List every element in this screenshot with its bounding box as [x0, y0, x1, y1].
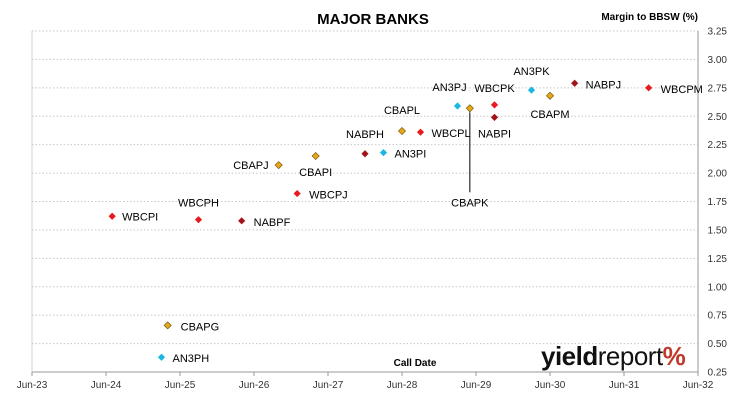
label-an3pi: AN3PI [395, 149, 427, 161]
point-an3pi [379, 149, 388, 157]
point-wbcpj [293, 189, 301, 198]
point-wbcpl [416, 128, 425, 136]
label-cbapi: CBAPI [299, 167, 332, 179]
label-nabpf: NABPF [254, 217, 291, 229]
grid-lines [32, 30, 698, 373]
point-an3ph [157, 353, 166, 361]
label-wbcpm: WBCPM [661, 84, 703, 96]
x-tick-label: Jun-27 [313, 380, 344, 391]
point-cbapj [274, 161, 283, 170]
point-an3pj [453, 102, 462, 110]
x-tick-label: Jun-28 [387, 380, 418, 391]
point-cbapi [311, 152, 320, 161]
y-tick-label: 3.25 [708, 27, 728, 38]
x-tick-label: Jun-24 [91, 380, 122, 391]
point-nabpi [490, 113, 499, 121]
plot-frame [31, 31, 699, 373]
point-cbapk [465, 104, 474, 113]
label-wbcpk: WBCPK [474, 83, 515, 95]
label-cbapl: CBAPL [384, 105, 420, 117]
y-tick-label: 2.75 [708, 83, 728, 94]
label-cbapm: CBAPM [530, 109, 569, 121]
y-tick-label: 2.50 [708, 112, 728, 123]
point-nabpf [238, 217, 246, 225]
y-tick-label: 1.75 [708, 197, 728, 208]
x-tick-label: Jun-30 [535, 380, 566, 391]
point-nabph [361, 150, 369, 158]
label-cbapg: CBAPG [181, 321, 220, 333]
x-axis-title: Call Date [394, 358, 437, 369]
y-tick-label: 2.25 [708, 140, 728, 151]
y-tick-label: 3.00 [708, 55, 728, 66]
label-cbapk: CBAPK [451, 197, 489, 209]
y-axis-ticks: 0.25 0.50 0.75 1.00 1.25 1.50 1.75 2.00 2.25 2.50… [708, 27, 728, 379]
point-wbcpm [645, 84, 653, 92]
label-nabph: NABPH [346, 129, 384, 141]
point-wbcpk [490, 101, 499, 109]
y-tick-label: 1.00 [708, 282, 728, 293]
label-nabpi: NABPI [478, 128, 511, 140]
yieldreport-logo: yieldreport% [541, 341, 686, 371]
x-tick-label: Jun-26 [239, 380, 270, 391]
point-wbcph [194, 216, 203, 224]
point-cbapm [545, 91, 555, 100]
y-tick-label: 1.50 [708, 225, 728, 236]
label-an3pk: AN3PK [513, 66, 550, 78]
label-wbcpi: WBCPI [122, 211, 158, 223]
logo-yield: yield [541, 341, 598, 371]
x-tick-label: Jun-32 [683, 380, 714, 391]
point-cbapl [397, 127, 407, 136]
x-tick-label: Jun-29 [461, 380, 492, 391]
data-points [108, 79, 653, 361]
point-wbcpi [108, 212, 116, 220]
y-tick-label: 2.00 [708, 169, 728, 180]
y-tick-label: 0.50 [708, 339, 728, 350]
label-wbcph: WBCPH [178, 198, 219, 210]
point-labels: WBCPI WBCPH NABPF CBAPJ CBAPI WBCPJ NABPH AN3PI… [122, 66, 703, 365]
point-an3pk [527, 86, 536, 94]
label-wbcpl: WBCPL [432, 128, 471, 140]
x-tick-label: Jun-25 [165, 380, 196, 391]
x-tick-label: Jun-31 [609, 380, 640, 391]
y-axis-title: Margin to BBSW (%) [601, 12, 698, 23]
y-tick-label: 0.75 [708, 311, 728, 322]
y-tick-label: 0.25 [708, 368, 728, 379]
label-an3ph: AN3PH [173, 353, 210, 365]
label-an3pj: AN3PJ [432, 82, 466, 94]
point-cbapg [163, 321, 172, 330]
x-tick-label: Jun-23 [17, 380, 48, 391]
chart-title: MAJOR BANKS [317, 11, 429, 28]
x-axis-ticks: Jun-23 Jun-24 Jun-25 Jun-26 Jun-27 Jun-28 Jun-… [17, 372, 714, 391]
logo-report: report [597, 341, 663, 371]
label-nabpj: NABPJ [586, 79, 621, 91]
point-nabpj [571, 79, 579, 87]
y-tick-label: 1.25 [708, 254, 728, 265]
label-cbapj: CBAPJ [233, 160, 268, 172]
logo-percent: % [662, 341, 686, 371]
label-wbcpj: WBCPJ [309, 190, 348, 202]
